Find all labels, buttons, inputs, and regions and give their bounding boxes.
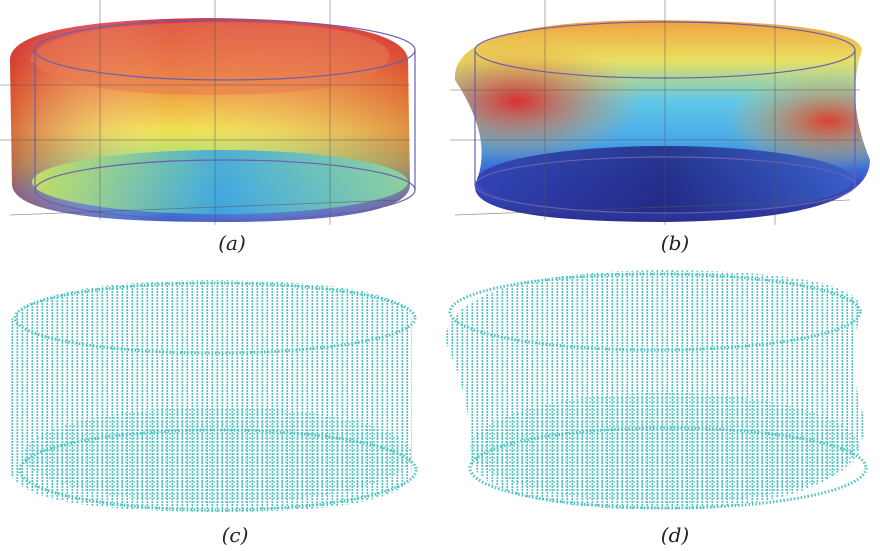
caption: (a) <box>218 231 246 255</box>
inner-wall <box>30 22 390 95</box>
caption: (d) <box>661 523 689 547</box>
panel-c <box>8 280 418 512</box>
caption: (c) <box>222 523 249 547</box>
panel-d <box>445 270 868 510</box>
rim <box>13 281 417 355</box>
floor <box>32 150 408 214</box>
panel-a <box>0 0 416 225</box>
caption: (b) <box>661 231 689 255</box>
rim <box>448 272 862 352</box>
grid <box>0 0 410 225</box>
grid <box>450 0 860 225</box>
rim <box>18 428 418 512</box>
panel-b <box>450 0 870 225</box>
floor-cloud <box>470 393 860 503</box>
rim <box>468 426 868 510</box>
floor-cloud <box>23 407 413 503</box>
